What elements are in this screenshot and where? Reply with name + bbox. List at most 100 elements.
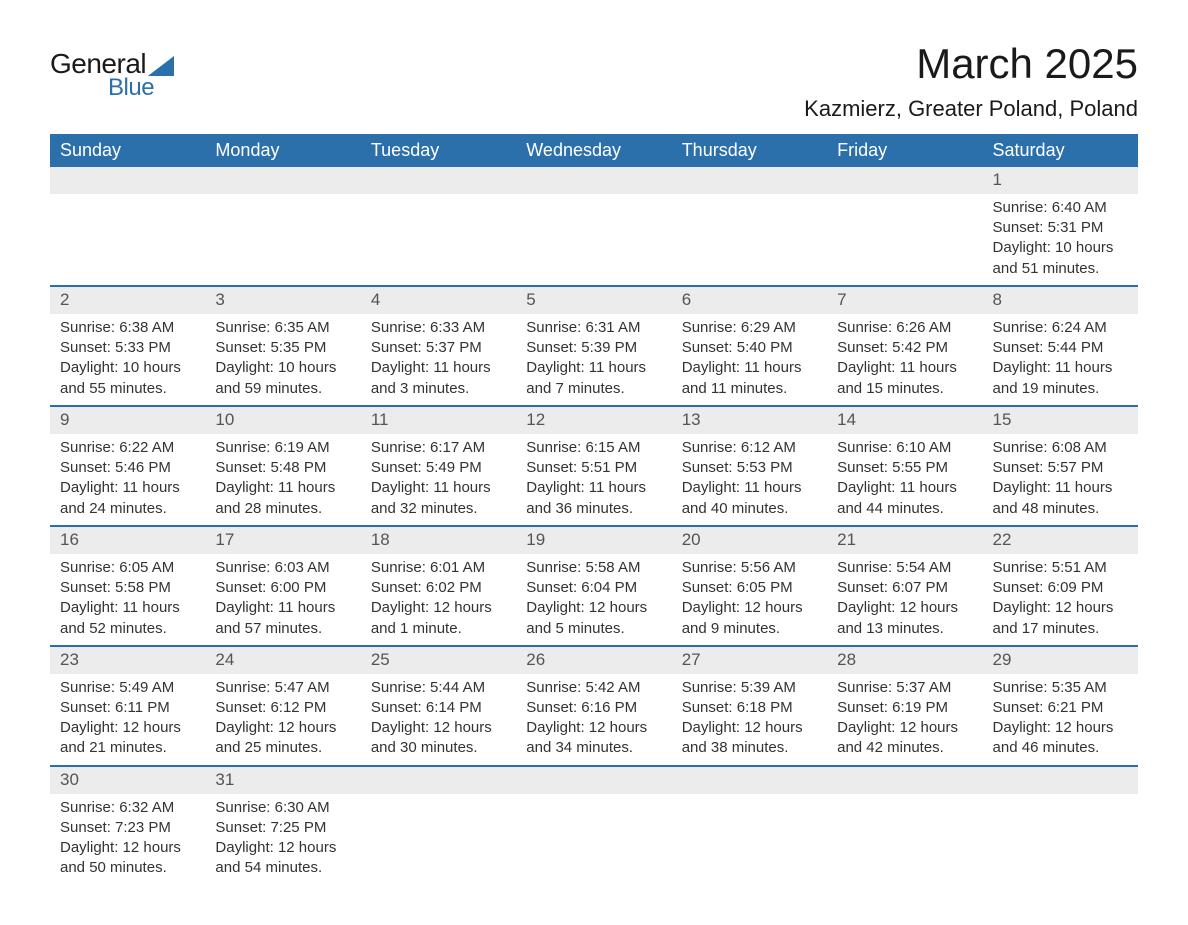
day-detail-cell: Sunrise: 6:26 AMSunset: 5:42 PMDaylight:… (827, 314, 982, 406)
day-detail-cell: Sunrise: 5:39 AMSunset: 6:18 PMDaylight:… (672, 674, 827, 766)
sunset-line: Sunset: 6:02 PM (371, 578, 506, 598)
day-detail-cell: Sunrise: 6:05 AMSunset: 5:58 PMDaylight:… (50, 554, 205, 646)
day-detail-cell: Sunrise: 6:10 AMSunset: 5:55 PMDaylight:… (827, 434, 982, 526)
daylight-line: Daylight: 11 hours and 52 minutes. (60, 598, 195, 639)
day-number-cell (983, 766, 1138, 794)
logo: General Blue (50, 40, 174, 102)
day-detail-cell: Sunrise: 6:03 AMSunset: 6:00 PMDaylight:… (205, 554, 360, 646)
sunset-line: Sunset: 6:11 PM (60, 698, 195, 718)
day-header: Monday (205, 134, 360, 167)
sunrise-line: Sunrise: 6:03 AM (215, 558, 350, 578)
sunrise-line: Sunrise: 5:44 AM (371, 678, 506, 698)
day-detail-cell (361, 194, 516, 286)
sunset-line: Sunset: 6:16 PM (526, 698, 661, 718)
day-detail-cell (827, 194, 982, 286)
day-detail-cell: Sunrise: 5:56 AMSunset: 6:05 PMDaylight:… (672, 554, 827, 646)
day-number-cell: 12 (516, 406, 671, 434)
day-number-cell: 28 (827, 646, 982, 674)
day-detail-row: Sunrise: 6:22 AMSunset: 5:46 PMDaylight:… (50, 434, 1138, 526)
day-detail-cell: Sunrise: 6:31 AMSunset: 5:39 PMDaylight:… (516, 314, 671, 406)
day-number-cell: 9 (50, 406, 205, 434)
sunset-line: Sunset: 5:42 PM (837, 338, 972, 358)
daylight-line: Daylight: 12 hours and 13 minutes. (837, 598, 972, 639)
day-detail-row: Sunrise: 6:38 AMSunset: 5:33 PMDaylight:… (50, 314, 1138, 406)
daylight-line: Daylight: 11 hours and 48 minutes. (993, 478, 1128, 519)
title-block: March 2025 Kazmierz, Greater Poland, Pol… (804, 40, 1138, 122)
sunset-line: Sunset: 6:12 PM (215, 698, 350, 718)
sunrise-line: Sunrise: 5:54 AM (837, 558, 972, 578)
day-number-cell: 4 (361, 286, 516, 314)
sunset-line: Sunset: 5:48 PM (215, 458, 350, 478)
daylight-line: Daylight: 12 hours and 9 minutes. (682, 598, 817, 639)
sunrise-line: Sunrise: 6:40 AM (993, 198, 1128, 218)
day-number-cell: 27 (672, 646, 827, 674)
day-detail-cell: Sunrise: 6:19 AMSunset: 5:48 PMDaylight:… (205, 434, 360, 526)
day-detail-cell: Sunrise: 6:35 AMSunset: 5:35 PMDaylight:… (205, 314, 360, 406)
day-number-cell: 1 (983, 167, 1138, 194)
sunset-line: Sunset: 5:57 PM (993, 458, 1128, 478)
sunset-line: Sunset: 7:25 PM (215, 818, 350, 838)
day-detail-cell: Sunrise: 6:15 AMSunset: 5:51 PMDaylight:… (516, 434, 671, 526)
sunrise-line: Sunrise: 5:56 AM (682, 558, 817, 578)
day-detail-row: Sunrise: 6:32 AMSunset: 7:23 PMDaylight:… (50, 794, 1138, 885)
day-number-cell: 2 (50, 286, 205, 314)
sunrise-line: Sunrise: 6:22 AM (60, 438, 195, 458)
day-detail-cell (827, 794, 982, 885)
sunset-line: Sunset: 6:21 PM (993, 698, 1128, 718)
day-number-cell (361, 167, 516, 194)
day-number-cell: 15 (983, 406, 1138, 434)
sunrise-line: Sunrise: 5:51 AM (993, 558, 1128, 578)
day-number-cell: 14 (827, 406, 982, 434)
day-detail-row: Sunrise: 6:40 AMSunset: 5:31 PMDaylight:… (50, 194, 1138, 286)
day-number-cell: 18 (361, 526, 516, 554)
daylight-line: Daylight: 11 hours and 19 minutes. (993, 358, 1128, 399)
day-header: Friday (827, 134, 982, 167)
day-detail-cell (205, 194, 360, 286)
day-detail-cell (672, 794, 827, 885)
logo-triangle-icon (148, 56, 174, 76)
day-detail-cell: Sunrise: 5:47 AMSunset: 6:12 PMDaylight:… (205, 674, 360, 766)
daylight-line: Daylight: 10 hours and 59 minutes. (215, 358, 350, 399)
calendar-table: Sunday Monday Tuesday Wednesday Thursday… (50, 134, 1138, 885)
day-detail-cell: Sunrise: 6:22 AMSunset: 5:46 PMDaylight:… (50, 434, 205, 526)
day-header: Saturday (983, 134, 1138, 167)
day-detail-cell (516, 194, 671, 286)
daylight-line: Daylight: 10 hours and 55 minutes. (60, 358, 195, 399)
sunset-line: Sunset: 5:33 PM (60, 338, 195, 358)
sunset-line: Sunset: 5:49 PM (371, 458, 506, 478)
day-detail-cell: Sunrise: 5:44 AMSunset: 6:14 PMDaylight:… (361, 674, 516, 766)
day-header: Wednesday (516, 134, 671, 167)
sunrise-line: Sunrise: 6:08 AM (993, 438, 1128, 458)
sunrise-line: Sunrise: 5:39 AM (682, 678, 817, 698)
day-number-cell: 7 (827, 286, 982, 314)
sunrise-line: Sunrise: 6:33 AM (371, 318, 506, 338)
day-detail-cell: Sunrise: 6:30 AMSunset: 7:25 PMDaylight:… (205, 794, 360, 885)
day-number-cell: 17 (205, 526, 360, 554)
sunset-line: Sunset: 5:53 PM (682, 458, 817, 478)
day-number-cell (50, 167, 205, 194)
day-number-cell: 25 (361, 646, 516, 674)
day-detail-cell: Sunrise: 6:32 AMSunset: 7:23 PMDaylight:… (50, 794, 205, 885)
sunset-line: Sunset: 6:04 PM (526, 578, 661, 598)
day-number-cell: 29 (983, 646, 1138, 674)
day-number-cell (205, 167, 360, 194)
sunrise-line: Sunrise: 6:15 AM (526, 438, 661, 458)
day-number-cell: 16 (50, 526, 205, 554)
daylight-line: Daylight: 11 hours and 7 minutes. (526, 358, 661, 399)
day-number-cell: 11 (361, 406, 516, 434)
day-detail-cell: Sunrise: 5:49 AMSunset: 6:11 PMDaylight:… (50, 674, 205, 766)
daylight-line: Daylight: 11 hours and 15 minutes. (837, 358, 972, 399)
sunset-line: Sunset: 5:55 PM (837, 458, 972, 478)
sunset-line: Sunset: 5:39 PM (526, 338, 661, 358)
day-detail-cell: Sunrise: 6:08 AMSunset: 5:57 PMDaylight:… (983, 434, 1138, 526)
sunset-line: Sunset: 6:00 PM (215, 578, 350, 598)
daylight-line: Daylight: 10 hours and 51 minutes. (993, 238, 1128, 279)
sunrise-line: Sunrise: 6:29 AM (682, 318, 817, 338)
day-detail-cell: Sunrise: 5:35 AMSunset: 6:21 PMDaylight:… (983, 674, 1138, 766)
sunset-line: Sunset: 7:23 PM (60, 818, 195, 838)
sunrise-line: Sunrise: 6:35 AM (215, 318, 350, 338)
sunset-line: Sunset: 5:35 PM (215, 338, 350, 358)
day-number-cell (827, 167, 982, 194)
day-number-cell: 13 (672, 406, 827, 434)
sunrise-line: Sunrise: 5:42 AM (526, 678, 661, 698)
